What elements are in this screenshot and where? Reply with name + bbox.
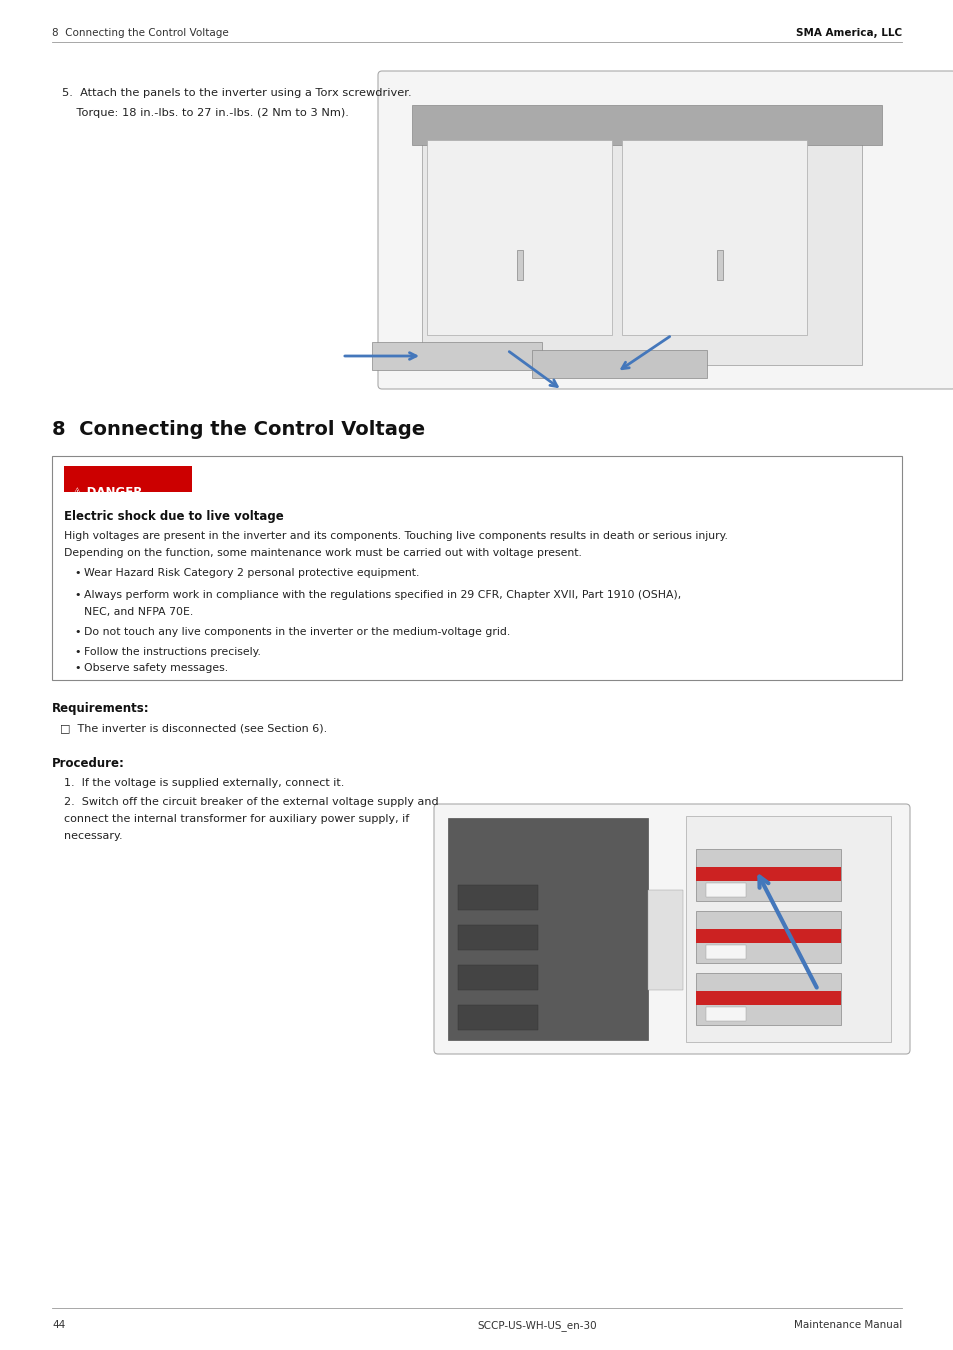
- Bar: [457, 1004, 537, 1030]
- Bar: [372, 342, 541, 370]
- Bar: [64, 466, 192, 491]
- Bar: [696, 973, 841, 1025]
- FancyBboxPatch shape: [434, 805, 909, 1054]
- Bar: [421, 109, 862, 364]
- Bar: [685, 815, 890, 1042]
- Text: •: •: [74, 568, 80, 578]
- Text: SCCP-US-WH-US_en-30: SCCP-US-WH-US_en-30: [476, 1320, 596, 1331]
- Text: Follow the instructions precisely.: Follow the instructions precisely.: [84, 647, 260, 657]
- Text: SMA America, LLC: SMA America, LLC: [795, 28, 901, 38]
- Text: Procedure:: Procedure:: [52, 757, 125, 769]
- Text: connect the internal transformer for auxiliary power supply, if: connect the internal transformer for aux…: [64, 814, 409, 824]
- Bar: [532, 350, 706, 378]
- Text: Requirements:: Requirements:: [52, 702, 150, 716]
- Text: □  The inverter is disconnected (see Section 6).: □ The inverter is disconnected (see Sect…: [60, 724, 327, 733]
- Text: Always perform work in compliance with the regulations specified in 29 CFR, Chap: Always perform work in compliance with t…: [84, 590, 680, 599]
- Bar: [412, 105, 882, 144]
- Text: Maintenance Manual: Maintenance Manual: [793, 1320, 901, 1330]
- Text: Do not touch any live components in the inverter or the medium-voltage grid.: Do not touch any live components in the …: [84, 626, 510, 637]
- Bar: [457, 965, 537, 990]
- Bar: [705, 883, 745, 896]
- Bar: [696, 911, 841, 963]
- Bar: [517, 250, 522, 279]
- Text: •: •: [74, 647, 80, 657]
- Text: Wear Hazard Risk Category 2 personal protective equipment.: Wear Hazard Risk Category 2 personal pro…: [84, 568, 419, 578]
- Text: •: •: [74, 663, 80, 674]
- Text: •: •: [74, 626, 80, 637]
- Text: Electric shock due to live voltage: Electric shock due to live voltage: [64, 510, 283, 522]
- Text: High voltages are present in the inverter and its components. Touching live comp: High voltages are present in the inverte…: [64, 531, 727, 541]
- Text: ⚠ DANGER: ⚠ DANGER: [71, 486, 142, 498]
- Text: •: •: [74, 590, 80, 599]
- Bar: [457, 925, 537, 950]
- Bar: [696, 929, 841, 944]
- Text: NEC, and NFPA 70E.: NEC, and NFPA 70E.: [84, 608, 193, 617]
- Text: Torque: 18 in.-lbs. to 27 in.-lbs. (2 Nm to 3 Nm).: Torque: 18 in.-lbs. to 27 in.-lbs. (2 Nm…: [62, 108, 349, 117]
- FancyBboxPatch shape: [377, 72, 953, 389]
- Text: Depending on the function, some maintenance work must be carried out with voltag: Depending on the function, some maintena…: [64, 548, 581, 558]
- Bar: [717, 250, 722, 279]
- Text: necessary.: necessary.: [64, 832, 123, 841]
- Text: Observe safety messages.: Observe safety messages.: [84, 663, 228, 674]
- Bar: [448, 818, 647, 1040]
- Text: 5.  Attach the panels to the inverter using a Torx screwdriver.: 5. Attach the panels to the inverter usi…: [62, 88, 411, 99]
- Bar: [696, 849, 841, 900]
- Text: 1.  If the voltage is supplied externally, connect it.: 1. If the voltage is supplied externally…: [64, 778, 344, 788]
- Bar: [705, 945, 745, 958]
- Bar: [696, 991, 841, 1004]
- Text: 2.  Switch off the circuit breaker of the external voltage supply and: 2. Switch off the circuit breaker of the…: [64, 796, 438, 807]
- Text: 44: 44: [52, 1320, 65, 1330]
- Bar: [457, 886, 537, 910]
- Text: 8  Connecting the Control Voltage: 8 Connecting the Control Voltage: [52, 420, 425, 439]
- Bar: [52, 456, 901, 680]
- Bar: [621, 140, 806, 335]
- Bar: [696, 867, 841, 882]
- Bar: [647, 890, 682, 990]
- Text: 8  Connecting the Control Voltage: 8 Connecting the Control Voltage: [52, 28, 229, 38]
- Bar: [427, 140, 612, 335]
- Bar: [705, 1007, 745, 1021]
